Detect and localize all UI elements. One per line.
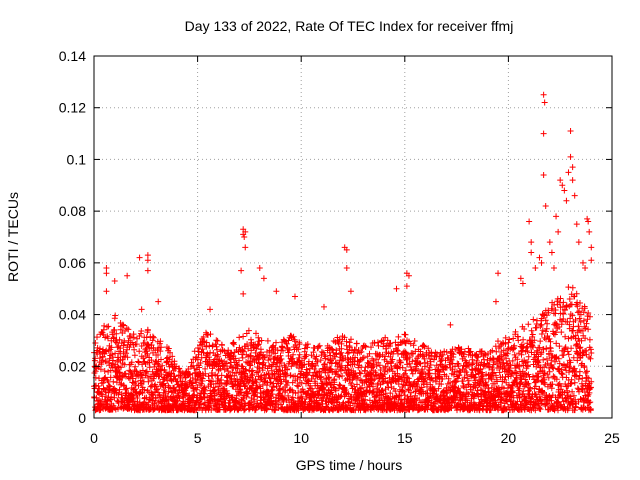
- chart-title: Day 133 of 2022, Rate Of TEC Index for r…: [185, 18, 514, 34]
- roti-point: [320, 303, 327, 310]
- roti-point: [571, 192, 578, 199]
- roti-point: [291, 293, 298, 300]
- roti-point: [541, 99, 548, 106]
- roti-point: [538, 259, 545, 266]
- roti-point: [559, 182, 566, 189]
- roti-point: [347, 288, 354, 295]
- roti-point: [540, 91, 547, 98]
- roti-point: [144, 257, 151, 264]
- x-tick-label: 0: [90, 430, 98, 446]
- x-axis-label: GPS time / hours: [296, 457, 403, 473]
- roti-point: [588, 257, 595, 264]
- roti-point: [447, 321, 454, 328]
- roti-point: [528, 239, 535, 246]
- roti-point: [526, 218, 533, 225]
- x-tick-label: 25: [604, 430, 620, 446]
- y-tick-label: 0.04: [59, 307, 86, 323]
- roti-point: [565, 169, 572, 176]
- roti-point: [557, 177, 564, 184]
- y-tick-label: 0.14: [59, 48, 86, 64]
- roti-point: [238, 267, 245, 274]
- roti-point: [144, 252, 151, 259]
- roti-point: [492, 298, 499, 305]
- roti-point: [579, 259, 586, 266]
- roti-point: [343, 246, 350, 253]
- x-tick-label: 10: [293, 430, 309, 446]
- y-tick-label: 0: [78, 410, 86, 426]
- roti-point: [495, 270, 502, 277]
- roti-point: [393, 285, 400, 292]
- x-tick-label: 5: [194, 430, 202, 446]
- roti-point: [519, 280, 526, 287]
- roti-point: [136, 254, 143, 261]
- roti-point: [582, 265, 589, 272]
- roti-point: [207, 306, 214, 313]
- roti-point: [241, 234, 248, 240]
- y-tick-label: 0.12: [59, 100, 86, 116]
- x-tick-label: 20: [501, 430, 517, 446]
- roti-point: [532, 265, 539, 272]
- roti-point: [588, 244, 595, 251]
- roti-point: [563, 197, 570, 204]
- y-tick-label: 0.06: [59, 255, 86, 271]
- roti-point: [553, 213, 560, 220]
- roti-point: [548, 249, 555, 256]
- roti-point: [561, 187, 568, 194]
- roti-point: [573, 221, 580, 228]
- y-axis-label: ROTI / TECUs: [5, 192, 21, 282]
- roti-point: [124, 272, 131, 279]
- roti-point: [536, 254, 543, 261]
- roti-point: [144, 267, 151, 274]
- roti-point: [517, 275, 524, 282]
- roti-point: [138, 306, 145, 313]
- roti-point: [540, 130, 547, 137]
- x-tick-label: 15: [397, 430, 413, 446]
- roti-point: [403, 283, 410, 290]
- y-tick-label: 0.08: [59, 203, 86, 219]
- roti-point: [584, 215, 591, 222]
- grid-lines: [94, 56, 612, 418]
- roti-point: [343, 265, 350, 272]
- roti-point: [546, 239, 553, 246]
- roti-point: [569, 177, 576, 184]
- roti-point: [155, 298, 162, 305]
- y-tick-label: 0.02: [59, 358, 86, 374]
- roti-point: [586, 228, 593, 235]
- roti-point: [242, 244, 249, 251]
- roti-point: [405, 272, 412, 279]
- roti-point: [256, 265, 263, 272]
- roti-point: [569, 164, 576, 171]
- roti-point: [103, 265, 110, 272]
- roti-point: [542, 202, 549, 209]
- data-points: [91, 91, 595, 414]
- roti-point: [111, 277, 118, 284]
- roti-point: [575, 239, 582, 246]
- roti-point: [273, 288, 280, 295]
- plot-frame: [93, 55, 613, 419]
- roti-point: [550, 265, 557, 272]
- roti-point: [240, 290, 247, 297]
- axis-ticks: 0 5 10 15 20 25 0 0.02 0.04 0.06 0.08 0.1 0.12 0.14: [59, 48, 620, 446]
- roti-point: [242, 228, 249, 235]
- roti-point: [567, 127, 574, 134]
- roti-point: [567, 153, 574, 160]
- roti-point: [528, 249, 535, 256]
- roti-point: [555, 228, 562, 235]
- roti-point: [103, 288, 110, 295]
- roti-point: [103, 270, 110, 277]
- y-tick-label: 0.1: [67, 151, 87, 167]
- roti-point: [585, 218, 592, 225]
- roti-point: [260, 275, 267, 282]
- roti-point: [540, 171, 547, 178]
